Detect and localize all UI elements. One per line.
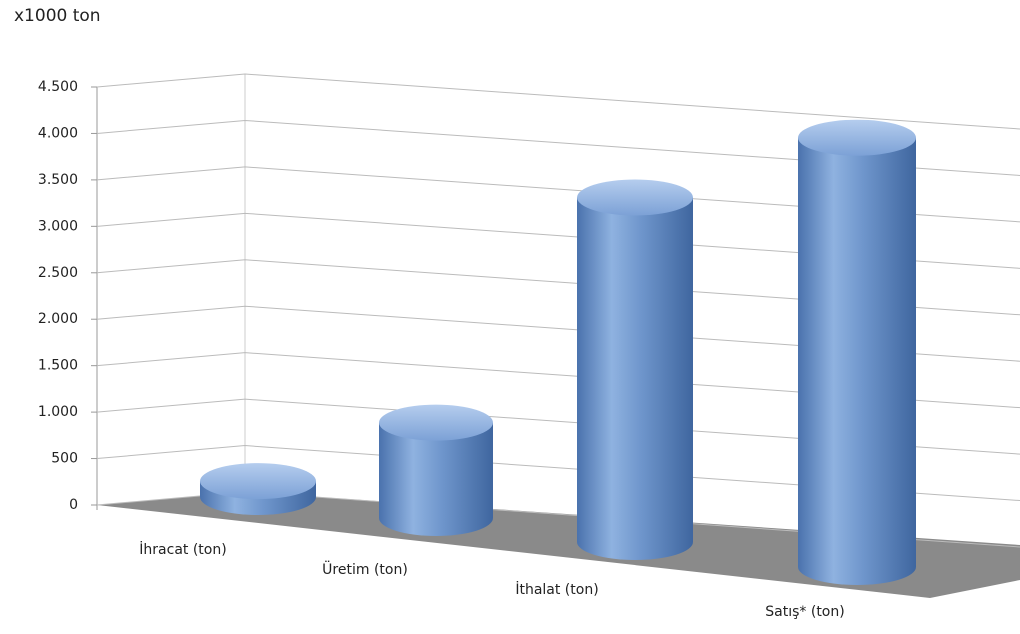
x-tick-label: Satış* (ton) <box>765 604 844 620</box>
bar <box>798 119 916 585</box>
bar-top <box>798 119 916 156</box>
grid-line <box>96 166 1020 223</box>
unit-label: x1000 ton <box>14 6 101 26</box>
grid-line <box>96 119 1020 176</box>
bar <box>577 179 693 560</box>
bar-top <box>200 463 316 500</box>
x-tick-label: Üretim (ton) <box>322 560 408 578</box>
y-tick-label: 1.500 <box>38 358 78 374</box>
floor <box>97 492 1020 598</box>
grid-line <box>96 398 1020 455</box>
y-tick-label: 3.500 <box>38 172 78 188</box>
bar-top <box>379 404 493 441</box>
y-tick-label: 2.500 <box>38 265 78 281</box>
grid-line <box>96 73 1020 130</box>
grid-line <box>96 212 1020 269</box>
x-tick-label: İthalat (ton) <box>515 580 598 598</box>
y-tick-label: 4.000 <box>38 125 78 141</box>
grid-line <box>96 259 1020 316</box>
bar <box>379 404 493 536</box>
bar <box>200 463 316 515</box>
grid-line <box>96 305 1020 362</box>
y-tick-label: 3.000 <box>38 218 78 234</box>
bar-body <box>577 197 693 542</box>
y-tick-label: 500 <box>51 451 78 467</box>
grid-line <box>96 445 1020 502</box>
x-tick-label: İhracat (ton) <box>139 540 226 558</box>
y-tick-label: 0 <box>69 497 78 513</box>
y-tick-label: 2.000 <box>38 311 78 327</box>
grid-line <box>96 352 1020 409</box>
bar-body <box>798 137 916 567</box>
y-tick-label: 4.500 <box>38 79 78 95</box>
bar-top <box>577 179 693 216</box>
y-tick-label: 1.000 <box>38 404 78 420</box>
